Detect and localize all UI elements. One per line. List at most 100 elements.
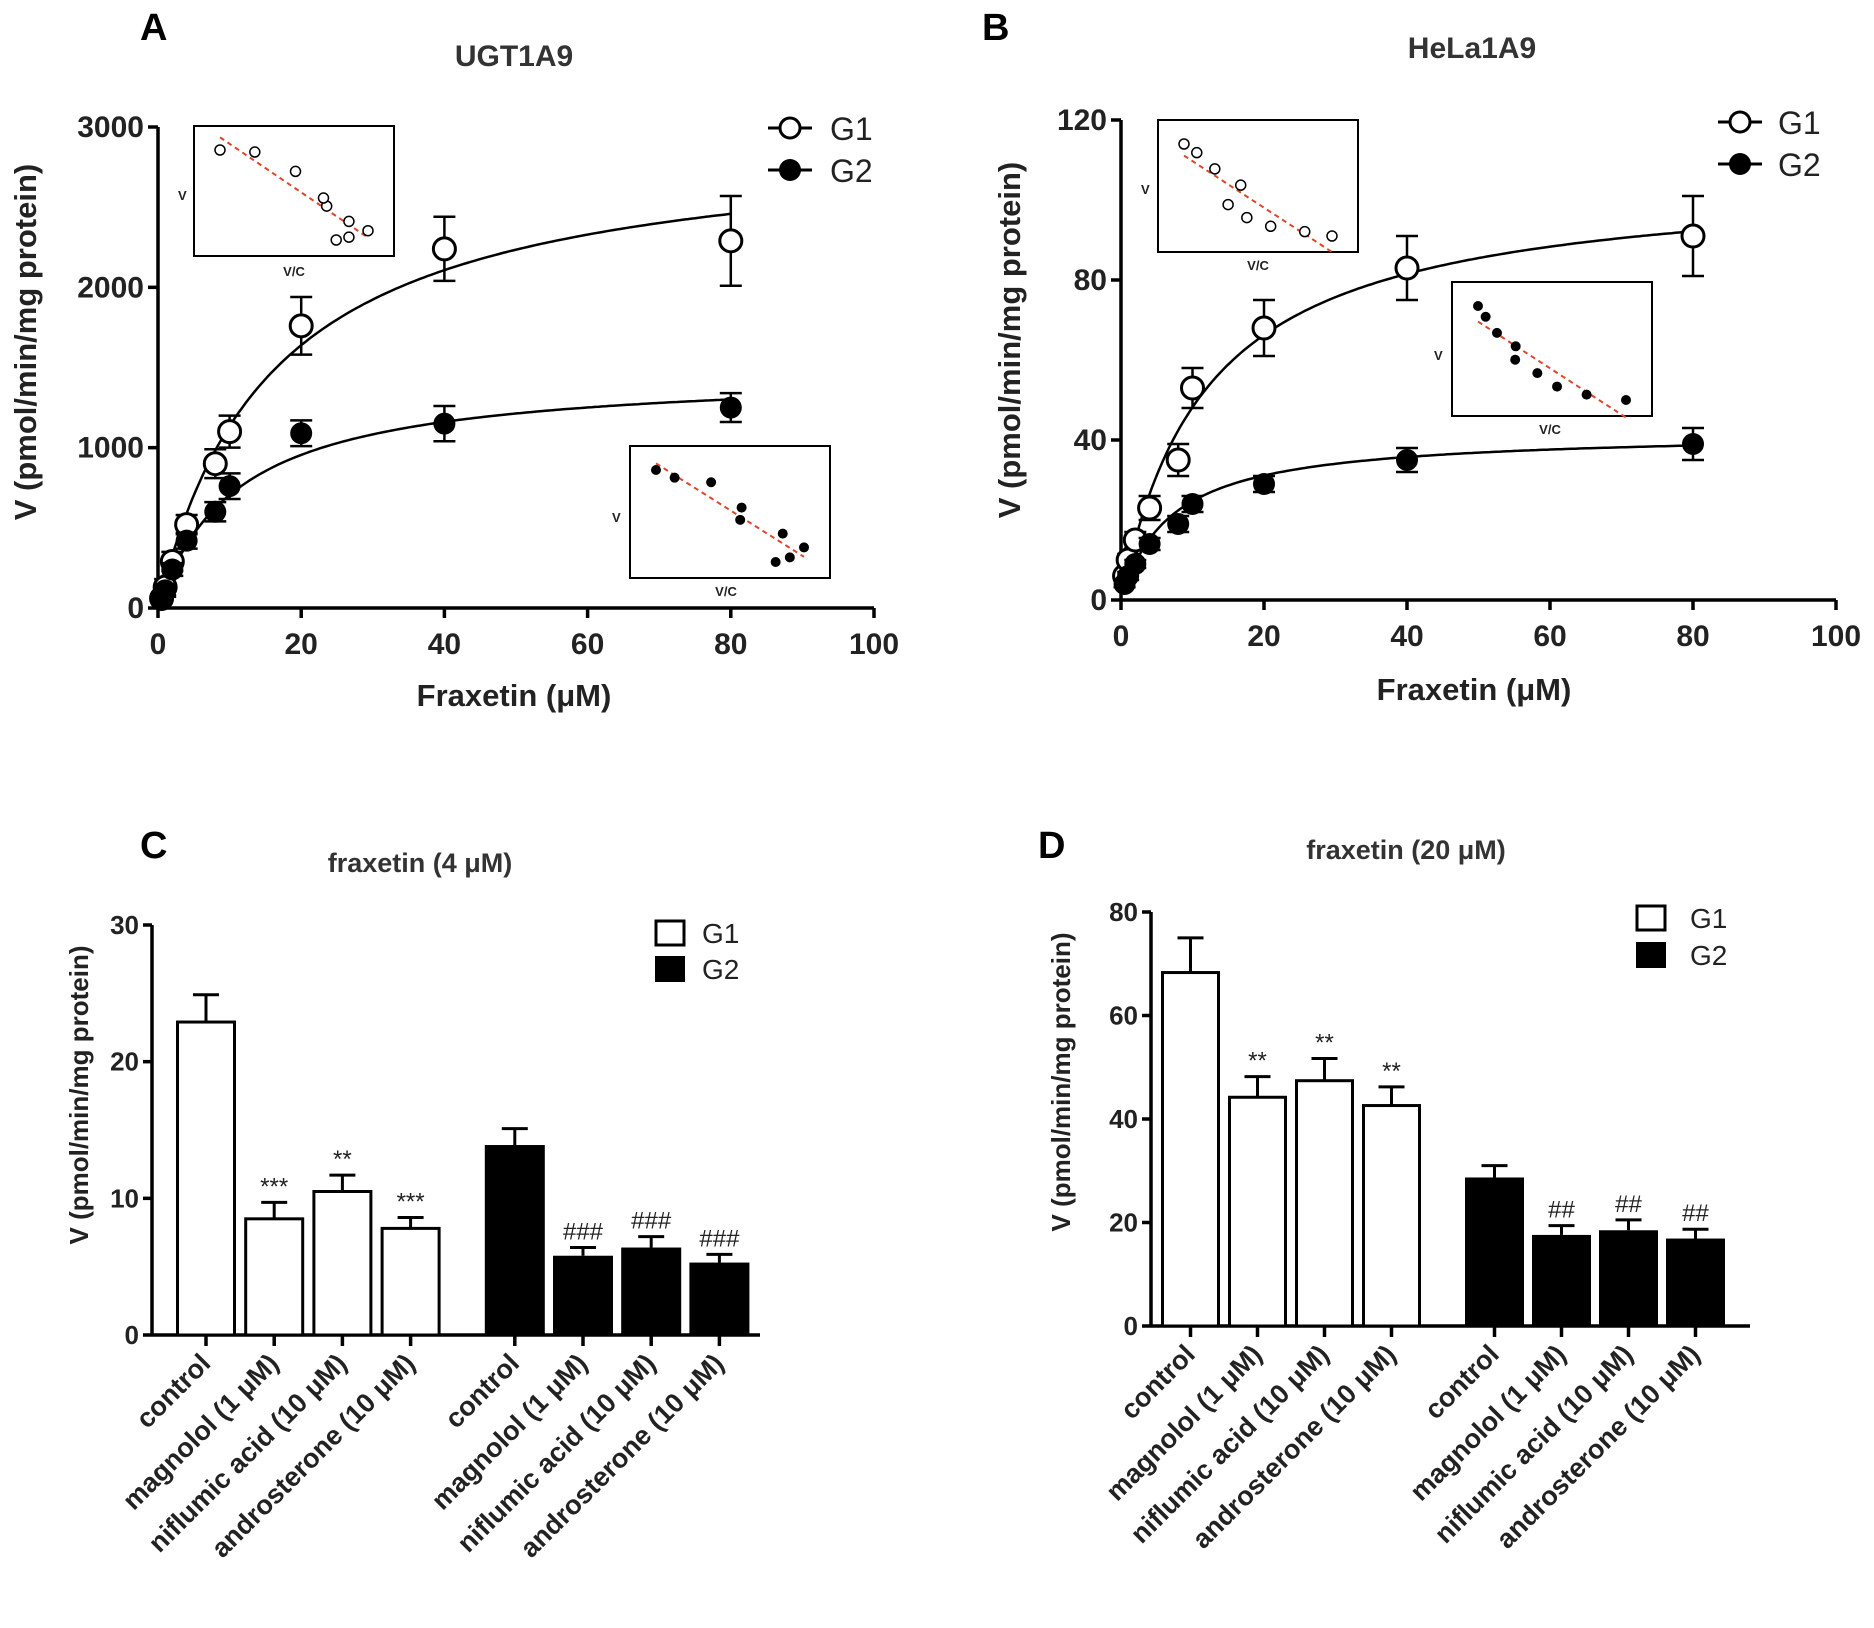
legend-swatch-g2 xyxy=(655,956,685,982)
panel-b-legend: G1 G2 xyxy=(1718,105,1821,183)
inset-point xyxy=(1473,301,1483,311)
bar-g1 xyxy=(380,1226,441,1337)
bar-g1 xyxy=(1228,1095,1287,1328)
panel-a-letter: A xyxy=(140,7,167,49)
bar-g2 xyxy=(1465,1177,1524,1326)
inset-point xyxy=(799,542,809,553)
x-tick-label: 100 xyxy=(849,628,899,661)
panel-c-y-axis-title: V (pmol/min/mg protein) xyxy=(64,946,94,1245)
inset-x-label: V/C xyxy=(283,264,305,279)
inset-x-label: V/C xyxy=(1539,422,1561,437)
data-point-g2 xyxy=(1181,493,1204,515)
panel-b-inset-g1: V V/C xyxy=(1141,119,1359,273)
legend-swatch-g1 xyxy=(1635,904,1667,932)
inset-regression-line xyxy=(655,462,805,558)
legend-label-g1: G1 xyxy=(830,111,873,147)
data-point-g2 xyxy=(1124,553,1147,575)
panel-b-y-axis-title: V (pmol/min/mg protein) xyxy=(992,162,1027,519)
x-tick-label: 100 xyxy=(1811,620,1861,653)
bar-g1 xyxy=(1295,1079,1354,1328)
significance-label: ** xyxy=(1315,1029,1334,1056)
panel-b-title: HeLa1A9 xyxy=(1408,32,1536,65)
data-point-g2 xyxy=(290,422,313,445)
inset-y-label: V xyxy=(178,188,187,203)
inset-point xyxy=(1326,230,1338,242)
inset-point xyxy=(784,552,795,563)
inset-point xyxy=(706,477,717,488)
inset-point xyxy=(1581,389,1592,400)
legend-label-g1: G1 xyxy=(1778,105,1821,141)
y-tick-label: 120 xyxy=(1057,104,1107,137)
data-point-g2 xyxy=(1253,473,1275,495)
inset-points xyxy=(214,136,374,246)
inset-point xyxy=(343,215,355,228)
x-tick-label: 0 xyxy=(1113,620,1130,653)
panel-c-title: fraxetin (4 μM) xyxy=(328,848,513,878)
significance-label: ** xyxy=(333,1146,352,1173)
data-point-g2 xyxy=(204,500,227,523)
x-tick-label: 60 xyxy=(1533,620,1566,653)
significance-label: ### xyxy=(563,1219,604,1246)
panel-a-inset-g1: V V/C xyxy=(178,125,395,279)
panel-b: B HeLa1A9 0 20 40 60 80 100 0 40 80 120 Fraxetin … xyxy=(982,7,1861,707)
inset-point xyxy=(362,224,374,237)
y-tick-label: 40 xyxy=(1109,1104,1138,1134)
data-point-g1 xyxy=(288,313,314,339)
inset-point xyxy=(1209,163,1221,175)
data-point-g2 xyxy=(161,558,184,581)
data-point-g1 xyxy=(217,419,243,445)
legend-label-g2: G2 xyxy=(1778,147,1821,183)
inset-point xyxy=(735,514,746,525)
inset-point xyxy=(770,557,781,567)
y-tick-label: 1000 xyxy=(77,432,144,465)
y-tick-label: 20 xyxy=(110,1047,139,1077)
data-point-g1 xyxy=(202,451,228,477)
panel-c-legend: G1 G2 xyxy=(654,918,739,985)
bar-g2 xyxy=(621,1247,682,1335)
data-point-g1 xyxy=(1394,255,1420,281)
bar-g2 xyxy=(484,1145,545,1335)
bar-g2 xyxy=(1599,1230,1658,1326)
inset-points xyxy=(1473,301,1631,419)
data-point-g2 xyxy=(154,579,177,602)
x-tick-label: 40 xyxy=(1390,620,1423,653)
legend-label-g2: G2 xyxy=(830,153,873,189)
legend-label-g1: G1 xyxy=(1690,903,1727,934)
significance-label: ## xyxy=(1615,1191,1642,1218)
bar-g1 xyxy=(244,1217,305,1337)
inset-point xyxy=(1510,354,1521,365)
inset-regression-line xyxy=(1477,320,1627,419)
x-tick-label: 20 xyxy=(285,628,318,661)
y-tick-label: 0 xyxy=(1124,1311,1138,1341)
inset-point xyxy=(1621,395,1631,405)
bar-g1 xyxy=(1362,1104,1421,1328)
legend-swatch-g1 xyxy=(654,919,686,947)
y-tick-label: 80 xyxy=(1074,264,1107,297)
inset-point xyxy=(1241,211,1253,224)
data-point-g1 xyxy=(718,228,744,254)
panel-d-y-axis-title: V (pmol/min/mg protein) xyxy=(1046,933,1076,1232)
panel-a-title: UGT1A9 xyxy=(455,40,573,73)
y-tick-label: 40 xyxy=(1074,424,1107,457)
data-point-g1 xyxy=(431,236,457,262)
inset-point xyxy=(1234,179,1247,191)
y-tick-label: 30 xyxy=(110,910,139,940)
panel-a-inset-g2: V V/C xyxy=(612,445,831,599)
legend-marker-g1 xyxy=(1718,110,1762,134)
x-tick-label: 80 xyxy=(714,628,747,661)
data-point-g2 xyxy=(1682,433,1704,455)
y-tick-label: 0 xyxy=(125,1320,139,1350)
significance-label: ### xyxy=(631,1208,672,1235)
x-tick-label: 20 xyxy=(1247,620,1280,653)
inset-point xyxy=(330,234,342,246)
data-point-g1 xyxy=(1180,375,1205,401)
data-point-g2 xyxy=(1167,513,1190,535)
bar-g2 xyxy=(1532,1234,1591,1326)
panel-c-letter: C xyxy=(140,825,167,867)
inset-points xyxy=(1178,138,1338,253)
